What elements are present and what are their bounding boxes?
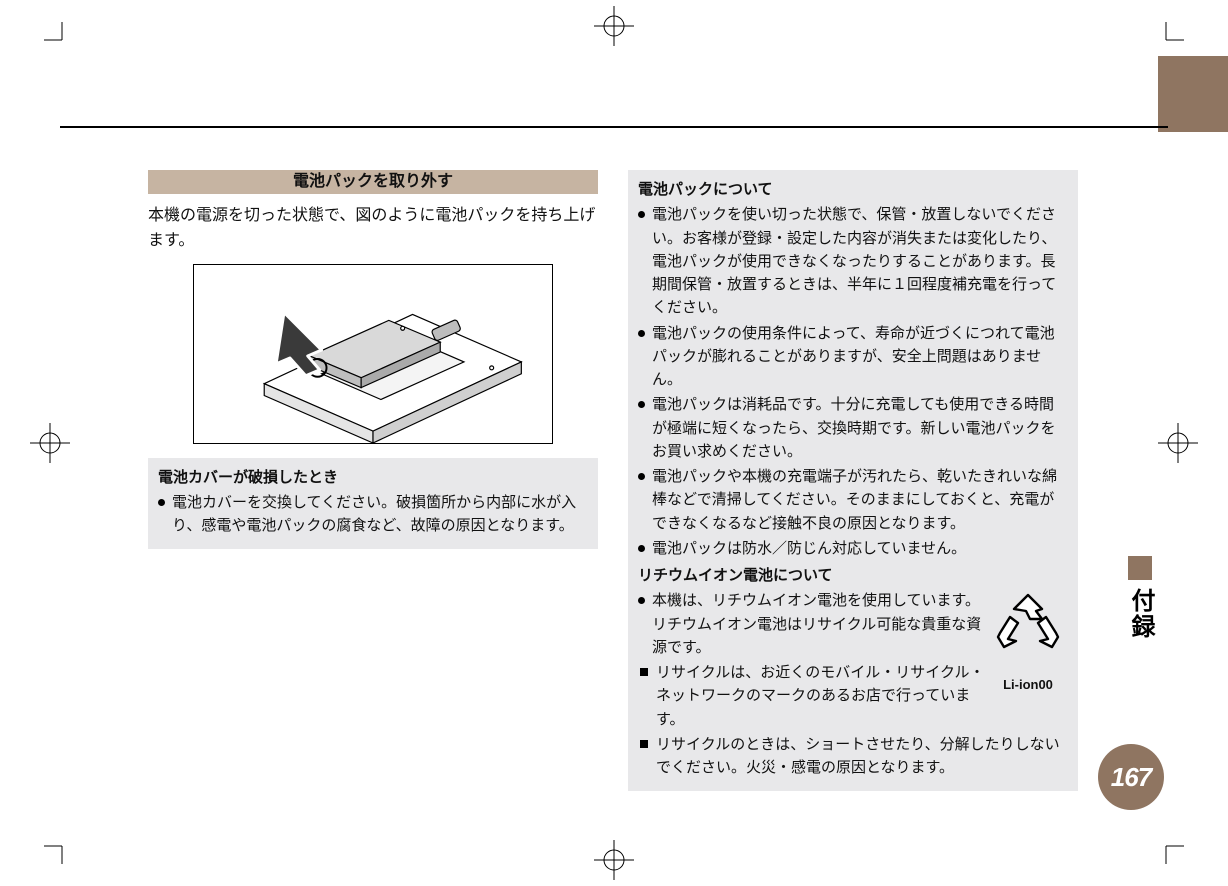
list-item: 電池カバーを交換してください。破損箇所から内部に水が入り、感電や電池パックの腐食… xyxy=(158,491,588,538)
print-page: 付録 167 電池パックを取り外す 本機の電源を切った状態で、図のように電池パッ… xyxy=(0,0,1228,886)
side-label: 付録 xyxy=(1123,588,1158,640)
battery-removal-svg xyxy=(194,265,552,443)
notice-bullets: 電池カバーを交換してください。破損箇所から内部に水が入り、感電や電池パックの腐食… xyxy=(158,491,588,538)
crop-mark-tl xyxy=(44,22,74,52)
notice-title: 電池カバーが破損したとき xyxy=(158,466,588,489)
chapter-edge-tab xyxy=(1158,56,1228,132)
list-item: 電池パックを使い切った状態で、保管・放置しないでください。お客様が登録・設定した… xyxy=(638,203,1068,319)
registration-mark-left xyxy=(30,423,70,463)
notice-title-lithium: リチウムイオン電池について xyxy=(638,564,1068,587)
page-number-badge: 167 xyxy=(1098,744,1164,810)
list-item: 電池パックや本機の充電端子が汚れたら、乾いたきれいな綿棒などで清掃してください。… xyxy=(638,465,1068,535)
list-item: リサイクルのときは、ショートさせたり、分解したりしないでください。火災・感電の原… xyxy=(638,733,1068,780)
crop-mark-br xyxy=(1154,834,1184,864)
lithium-section: Li-ion00 本機は、リチウムイオン電池を使用しています。リチウムイオン電池… xyxy=(638,589,1068,779)
list-item: 電池パックの使用条件によって、寿命が近づくにつれて電池パックが膨れることがありま… xyxy=(638,322,1068,392)
recycle-icon: Li-ion00 xyxy=(994,589,1062,667)
left-column: 電池パックを取り外す 本機の電源を切った状態で、図のように電池パックを持ち上げま… xyxy=(148,170,598,549)
header-rule xyxy=(60,126,1168,128)
crop-mark-tr xyxy=(1154,22,1184,52)
list-item: リサイクルは、お近くのモバイル・リサイクル・ネットワークのマークのあるお店で行っ… xyxy=(638,661,994,731)
crop-mark-bl xyxy=(44,834,74,864)
notice-bullets: 電池パックを使い切った状態で、保管・放置しないでください。お客様が登録・設定した… xyxy=(638,203,1068,560)
page-number: 167 xyxy=(1111,762,1151,793)
notice-cover-damage: 電池カバーが破損したとき 電池カバーを交換してください。破損箇所から内部に水が入… xyxy=(148,458,598,550)
recycle-label: Li-ion00 xyxy=(994,675,1062,695)
notice-title: 電池パックについて xyxy=(638,178,1068,201)
section-title: 電池パックを取り外す xyxy=(293,170,453,195)
battery-removal-figure xyxy=(193,264,553,444)
notice-battery-pack: 電池パックについて 電池パックを使い切った状態で、保管・放置しないでください。お… xyxy=(628,170,1078,791)
intro-text: 本機の電源を切った状態で、図のように電池パックを持ち上げます。 xyxy=(148,204,598,254)
right-column: 電池パックについて 電池パックを使い切った状態で、保管・放置しないでください。お… xyxy=(628,170,1078,791)
side-label-marker xyxy=(1128,556,1152,580)
registration-mark-top xyxy=(594,6,634,46)
list-item: 電池パックは防水／防じん対応していません。 xyxy=(638,537,1068,560)
registration-mark-bottom xyxy=(594,840,634,880)
list-item: 電池パックは消耗品です。十分に充電しても使用できる時間が極端に短くなったら、交換… xyxy=(638,393,1068,463)
registration-mark-right xyxy=(1158,423,1198,463)
section-title-bar: 電池パックを取り外す xyxy=(148,170,598,194)
list-item: 本機は、リチウムイオン電池を使用しています。リチウムイオン電池はリサイクル可能な… xyxy=(638,589,994,659)
lithium-squares-2: リサイクルのときは、ショートさせたり、分解したりしないでください。火災・感電の原… xyxy=(638,733,1068,780)
